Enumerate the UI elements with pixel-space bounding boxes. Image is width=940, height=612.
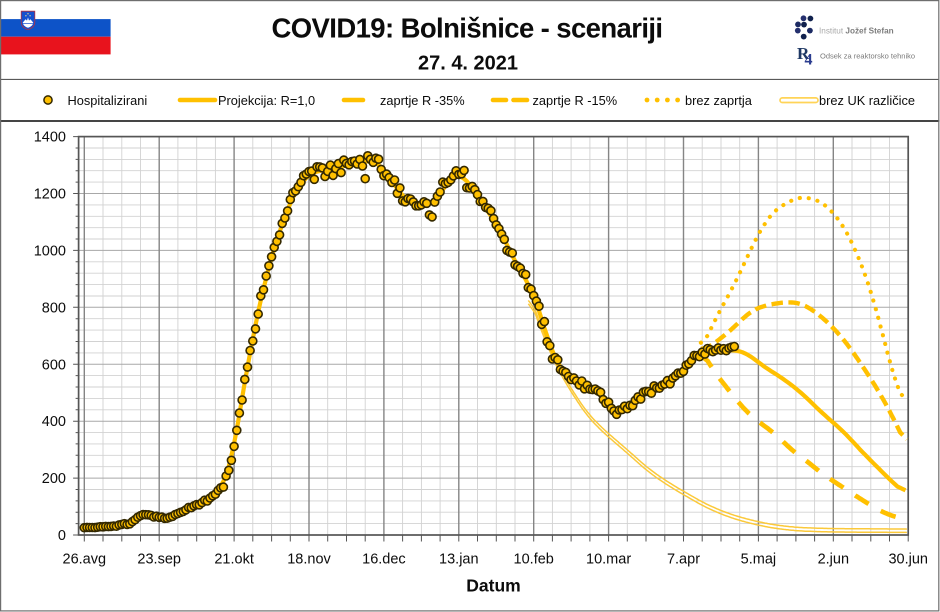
svg-text:brez UK različice: brez UK različice — [819, 93, 915, 108]
svg-text:13.jan: 13.jan — [439, 552, 479, 568]
svg-text:800: 800 — [42, 300, 66, 316]
svg-text:10.mar: 10.mar — [586, 552, 631, 568]
svg-text:0: 0 — [58, 528, 66, 544]
svg-text:200: 200 — [42, 471, 66, 487]
svg-text:Hospitalizirani: Hospitalizirani — [68, 93, 148, 108]
svg-text:1200: 1200 — [34, 187, 66, 203]
svg-text:2.jun: 2.jun — [818, 552, 849, 568]
svg-text:zaprtje R -15%: zaprtje R -15% — [533, 93, 618, 108]
svg-text:400: 400 — [42, 414, 66, 430]
svg-text:COVID19: Bolnišnice - scenarij: COVID19: Bolnišnice - scenariji — [272, 13, 663, 44]
svg-text:23.sep: 23.sep — [137, 552, 181, 568]
svg-text:21.okt: 21.okt — [214, 552, 254, 568]
svg-text:Datum: Datum — [466, 576, 520, 596]
svg-text:7.apr: 7.apr — [667, 552, 700, 568]
svg-text:1400: 1400 — [34, 130, 66, 146]
svg-text:R: R — [797, 44, 810, 63]
svg-text:5.maj: 5.maj — [741, 552, 776, 568]
svg-text:30.jun: 30.jun — [888, 552, 928, 568]
svg-text:brez zaprtja: brez zaprtja — [685, 93, 753, 108]
svg-text:27. 4. 2021: 27. 4. 2021 — [418, 53, 518, 75]
svg-text:600: 600 — [42, 357, 66, 373]
svg-text:1000: 1000 — [34, 243, 66, 259]
svg-text:Projekcija: R=1,0: Projekcija: R=1,0 — [218, 93, 315, 108]
svg-text:4: 4 — [805, 52, 813, 69]
svg-text:16.dec: 16.dec — [362, 552, 406, 568]
svg-text:26.avg: 26.avg — [63, 552, 107, 568]
svg-text:Odsek za reaktorsko tehniko: Odsek za reaktorsko tehniko — [820, 52, 915, 61]
svg-text:18.nov: 18.nov — [287, 552, 331, 568]
svg-text:10.feb: 10.feb — [514, 552, 554, 568]
svg-text:Institut Jožef Stefan: Institut Jožef Stefan — [819, 27, 894, 36]
svg-text:zaprtje R -35%: zaprtje R -35% — [380, 93, 465, 108]
